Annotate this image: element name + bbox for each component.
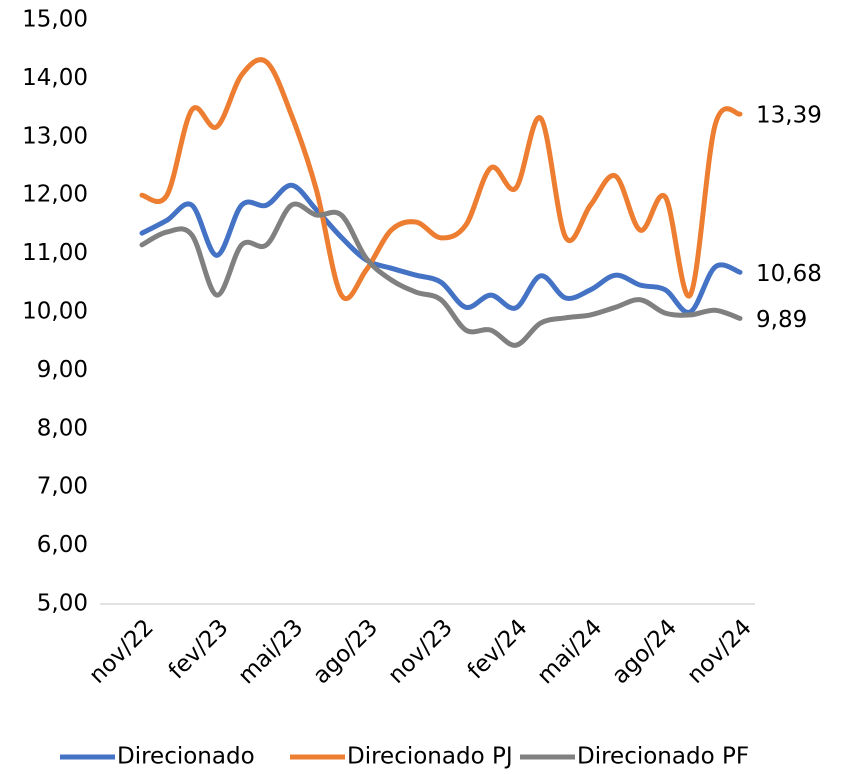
y-tick-label: 9,00 [37, 357, 88, 383]
x-tick-label: ago/23 [308, 614, 383, 689]
y-tick-label: 5,00 [37, 591, 88, 617]
x-tick-label: mai/24 [532, 614, 607, 689]
y-tick-label: 14,00 [22, 65, 88, 91]
y-tick-label: 11,00 [22, 240, 88, 266]
y-tick-label: 15,00 [22, 7, 88, 33]
data-label: 10,68 [756, 261, 822, 287]
line-series [139, 182, 743, 315]
y-tick-label: 12,00 [22, 182, 88, 208]
x-tick-label: ago/24 [607, 614, 682, 689]
data-label: 9,89 [756, 307, 807, 333]
y-tick-label: 10,00 [22, 299, 88, 325]
x-tick-label: fev/24 [463, 614, 533, 684]
x-tick-label: nov/22 [84, 614, 158, 688]
legend-label: Direcionado [117, 744, 255, 770]
x-tick-label: nov/23 [383, 614, 457, 688]
line-series [139, 57, 743, 301]
y-tick-label: 13,00 [22, 123, 88, 149]
y-tick-label: 6,00 [37, 532, 88, 558]
line-series [139, 201, 743, 348]
x-tick-label: fev/23 [164, 614, 234, 684]
x-tick-label: nov/24 [682, 614, 756, 688]
x-tick-label: mai/23 [233, 614, 308, 689]
data-label: 13,39 [756, 103, 822, 129]
legend-label: Direcionado PF [577, 744, 749, 770]
y-tick-label: 7,00 [37, 474, 88, 500]
y-tick-label: 8,00 [37, 415, 88, 441]
legend-label: Direcionado PJ [347, 744, 513, 770]
